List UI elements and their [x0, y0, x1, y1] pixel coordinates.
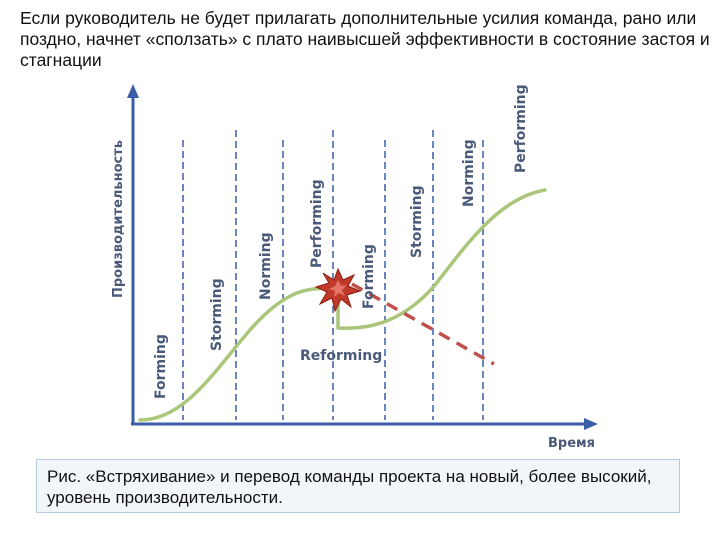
productivity-curve: [138, 188, 547, 422]
y-axis-label: Производительность: [111, 140, 126, 298]
stage-label: Performing: [309, 179, 325, 268]
burst-icon: [314, 267, 362, 313]
x-axis-label: Время: [548, 436, 595, 451]
stage-label: Forming: [153, 334, 169, 399]
y-axis-arrow: [127, 84, 139, 98]
figure-caption: Рис. «Встряхивание» и перевод команды пр…: [36, 459, 680, 513]
x-axis-arrow: [584, 418, 598, 430]
stage-label: Norming: [258, 232, 274, 300]
stage-label: Norming: [461, 139, 477, 207]
stage-label: Performing: [513, 84, 529, 173]
stage-label: Storming: [209, 278, 225, 351]
stage-label: Forming: [361, 244, 377, 309]
intro-text: Если руководитель не будет прилагать доп…: [20, 8, 710, 70]
reforming-label: Reforming: [300, 348, 382, 364]
stage-label: Storming: [409, 185, 425, 258]
decline-line: [351, 282, 495, 366]
